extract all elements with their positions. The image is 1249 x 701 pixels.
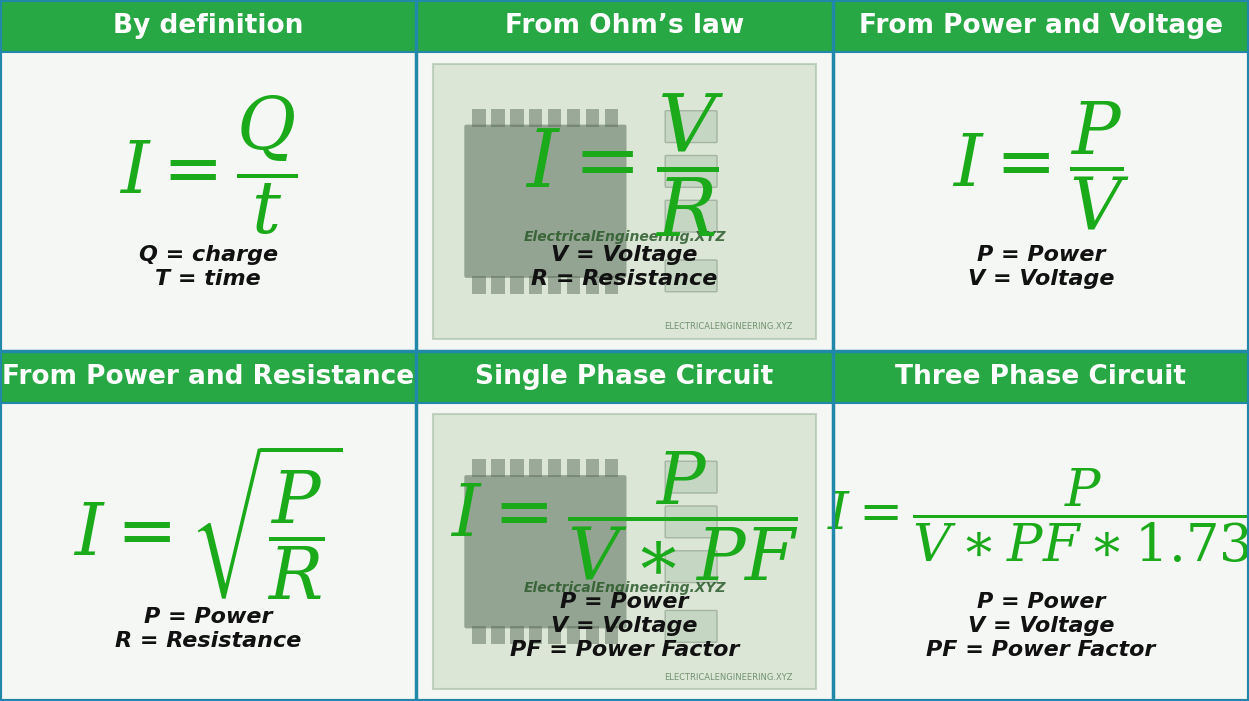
Bar — [491, 276, 505, 294]
Bar — [530, 459, 542, 477]
Bar — [606, 109, 618, 127]
Text: V = Voltage: V = Voltage — [968, 616, 1114, 637]
Bar — [491, 109, 505, 127]
FancyBboxPatch shape — [666, 111, 717, 142]
FancyBboxPatch shape — [666, 551, 717, 583]
Text: $I = \sqrt{\dfrac{P}{R}}$: $I = \sqrt{\dfrac{P}{R}}$ — [74, 442, 343, 601]
Text: $I = \dfrac{P}{V \ast PF}$: $I = \dfrac{P}{V \ast PF}$ — [450, 449, 799, 583]
Bar — [433, 414, 816, 689]
Bar — [511, 627, 523, 644]
FancyBboxPatch shape — [666, 461, 717, 493]
Text: V = Voltage: V = Voltage — [551, 245, 698, 265]
FancyBboxPatch shape — [465, 475, 627, 628]
Bar — [511, 276, 523, 294]
Text: Single Phase Circuit: Single Phase Circuit — [476, 364, 773, 390]
Bar — [472, 276, 486, 294]
Bar — [416, 0, 833, 52]
Bar — [472, 109, 486, 127]
Text: P = Power: P = Power — [977, 592, 1105, 613]
Text: V = Voltage: V = Voltage — [551, 616, 698, 637]
FancyBboxPatch shape — [666, 200, 717, 232]
Text: $I = \dfrac{P}{V}$: $I = \dfrac{P}{V}$ — [952, 99, 1130, 232]
Text: From Power and Voltage: From Power and Voltage — [859, 13, 1223, 39]
Text: By definition: By definition — [112, 13, 304, 39]
Text: R = Resistance: R = Resistance — [531, 269, 718, 289]
Bar — [0, 350, 416, 701]
Bar — [530, 109, 542, 127]
Bar — [511, 459, 523, 477]
Bar — [606, 627, 618, 644]
Text: P = Power: P = Power — [561, 592, 688, 613]
Bar — [548, 627, 562, 644]
Bar — [491, 459, 505, 477]
Bar — [833, 0, 1249, 350]
Bar — [472, 459, 486, 477]
Bar — [567, 627, 581, 644]
Bar — [433, 64, 816, 339]
Bar — [567, 276, 581, 294]
Bar — [416, 350, 833, 701]
Text: R = Resistance: R = Resistance — [115, 632, 301, 651]
Bar — [567, 459, 581, 477]
Bar — [548, 109, 562, 127]
Bar — [833, 0, 1249, 52]
Text: V = Voltage: V = Voltage — [968, 269, 1114, 289]
Bar — [530, 276, 542, 294]
Text: PF = Power Factor: PF = Power Factor — [510, 641, 739, 660]
Bar — [548, 276, 562, 294]
Bar — [586, 627, 600, 644]
FancyBboxPatch shape — [666, 611, 717, 642]
Bar — [511, 109, 523, 127]
FancyBboxPatch shape — [666, 506, 717, 538]
Text: T = time: T = time — [155, 269, 261, 289]
Bar — [0, 350, 416, 402]
Text: ELECTRICALENGINEERING.XYZ: ELECTRICALENGINEERING.XYZ — [664, 322, 793, 331]
Bar — [0, 0, 416, 350]
Bar — [606, 276, 618, 294]
Text: Q = charge: Q = charge — [139, 245, 277, 265]
Bar — [416, 350, 833, 402]
Text: $I = \dfrac{V}{R}$: $I = \dfrac{V}{R}$ — [525, 92, 724, 239]
FancyBboxPatch shape — [666, 156, 717, 187]
Text: From Ohm’s law: From Ohm’s law — [505, 13, 744, 39]
Bar — [586, 459, 600, 477]
FancyBboxPatch shape — [465, 125, 627, 278]
Bar — [472, 627, 486, 644]
Bar — [416, 0, 833, 350]
Bar — [548, 459, 562, 477]
Bar — [567, 109, 581, 127]
Bar — [833, 350, 1249, 402]
Bar — [833, 350, 1249, 701]
Text: P = Power: P = Power — [144, 608, 272, 627]
Text: Three Phase Circuit: Three Phase Circuit — [896, 364, 1187, 390]
Text: PF = Power Factor: PF = Power Factor — [927, 641, 1155, 660]
Bar — [530, 627, 542, 644]
FancyBboxPatch shape — [666, 260, 717, 292]
Text: ELECTRICALENGINEERING.XYZ: ELECTRICALENGINEERING.XYZ — [664, 673, 793, 681]
Bar — [606, 459, 618, 477]
Text: From Power and Resistance: From Power and Resistance — [2, 364, 415, 390]
Text: P = Power: P = Power — [977, 245, 1105, 265]
Bar — [586, 109, 600, 127]
Text: $I = \dfrac{Q}{t}$: $I = \dfrac{Q}{t}$ — [119, 94, 297, 237]
Bar — [491, 627, 505, 644]
Text: $I = \dfrac{P}{V \ast PF \ast 1.73}$: $I = \dfrac{P}{V \ast PF \ast 1.73}$ — [827, 467, 1249, 565]
Bar — [586, 276, 600, 294]
Text: ElectricalEngineering.XYZ: ElectricalEngineering.XYZ — [523, 580, 726, 594]
Text: ElectricalEngineering.XYZ: ElectricalEngineering.XYZ — [523, 230, 726, 244]
Bar — [0, 0, 416, 52]
